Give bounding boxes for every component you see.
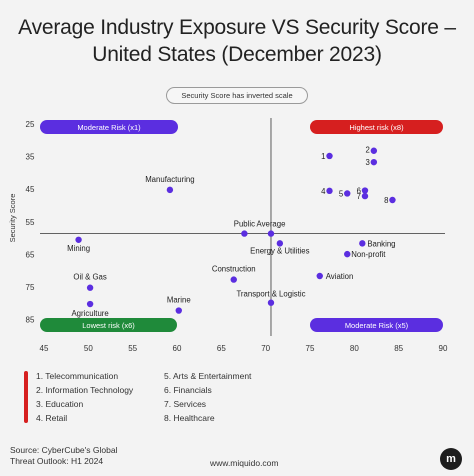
legend-item-5: 5. Arts & Entertainment: [164, 371, 252, 381]
data-point-label-20: Marine: [167, 296, 191, 305]
data-point-label-17: Oil & Gas: [73, 273, 106, 282]
x-tick-label-8: 85: [394, 344, 403, 353]
legend-item-4: 4. Retail: [36, 413, 68, 423]
data-point-label-14: Mining: [67, 244, 90, 253]
x-tick-label-2: 55: [128, 344, 137, 353]
y-tick-label-0: 25: [26, 120, 35, 129]
x-tick-label-6: 75: [306, 344, 315, 353]
data-point-label-18: Transport & Logistic: [236, 290, 305, 299]
data-point-16: [230, 276, 237, 283]
y-tick-label-5: 75: [26, 283, 35, 292]
data-point-15: [316, 272, 323, 280]
quadrant-badge-label-2: Highest risk (x8): [349, 123, 404, 132]
y-tick-label-2: 45: [26, 185, 35, 194]
data-point-1: [370, 147, 378, 154]
x-tick-label-1: 50: [84, 344, 93, 353]
data-point-label-8: Manufacturing: [145, 175, 194, 184]
legend-item-7: 7. Services: [164, 399, 207, 409]
quadrant-badge-label-1: Moderate Risk (x1): [77, 123, 141, 132]
logo-glyph: m: [446, 453, 456, 465]
x-tick-label-4: 65: [217, 344, 226, 353]
x-tick-label-0: 45: [40, 344, 49, 353]
quadrant-badge-2: [310, 120, 443, 134]
data-point-0: [326, 152, 333, 160]
data-point-2: [370, 158, 378, 166]
data-point-label-16: Construction: [212, 265, 256, 274]
x-tick-label-9: 90: [439, 344, 448, 353]
source-note: Source: CyberCube's Global Threat Outloo…: [10, 445, 117, 467]
legend-item-3: 3. Education: [36, 399, 84, 409]
legend-item-1: 1. Telecommunication: [36, 371, 119, 381]
data-point-label-13: Non-profit: [351, 250, 386, 259]
data-point-20: [175, 307, 182, 314]
y-tick-label-3: 55: [26, 218, 35, 227]
data-point-label-6: 7: [357, 192, 361, 201]
quadrant-badge-label-3: Lowest risk (x6): [82, 321, 135, 330]
data-point-5: [361, 187, 369, 194]
y-tick-label-4: 65: [26, 250, 35, 259]
y-axis-label: Security Score: [8, 194, 17, 243]
source-line-1: Source: CyberCube's Global: [10, 445, 118, 455]
data-point-13: [344, 250, 351, 258]
data-point-label-1: 2: [365, 146, 369, 155]
quadrant-badge-1: [40, 120, 178, 134]
chart-title-line-2: United States (December 2023): [92, 43, 382, 66]
data-point-17: [86, 284, 94, 291]
data-point-10: [267, 230, 275, 237]
data-point-label-5: 6: [357, 187, 361, 196]
website-url: www.miquido.com: [210, 458, 279, 468]
data-point-label-9: Public: [234, 220, 255, 229]
chart-title-line-1: Average Industry Exposure VS Security Sc…: [18, 16, 456, 39]
y-tick-label-6: 85: [26, 316, 35, 325]
data-point-12: [359, 240, 366, 247]
data-point-label-15: Aviation: [326, 272, 354, 281]
data-point-label-12: Banking: [367, 239, 395, 248]
data-point-label-2: 3: [365, 158, 369, 167]
quadrant-badge-label-4: Moderate Risk (x5): [345, 321, 409, 330]
data-point-11: [276, 240, 284, 247]
quadrant-badge-4: [310, 318, 443, 332]
data-point-label-0: 1: [321, 152, 325, 161]
data-point-label-4: 5: [339, 189, 344, 198]
data-point-4: [344, 190, 351, 197]
legend-accent-bar: [24, 371, 28, 423]
y-tick-label-1: 35: [26, 153, 35, 162]
data-point-label-7: 8: [384, 196, 388, 205]
data-point-18: [267, 299, 275, 306]
data-point-7: [389, 196, 396, 204]
legend-item-6: 6. Financials: [164, 385, 212, 395]
data-point-14: [75, 236, 82, 243]
data-point-8: [166, 186, 174, 194]
source-line-2: Threat Outlook: H1 2024: [10, 456, 104, 466]
data-point-label-3: 4: [321, 187, 326, 196]
quadrant-badge-3: [40, 318, 177, 332]
inverted-scale-note: Security Score has inverted scale: [166, 87, 308, 104]
chart-title: Average Industry Exposure VS Security Sc…: [0, 14, 474, 68]
data-point-label-19: Agriculture: [71, 309, 108, 318]
data-point-6: [361, 192, 369, 200]
data-point-label-11: Energy & Utilities: [250, 246, 309, 255]
data-point-3: [326, 187, 333, 195]
x-tick-label-5: 70: [261, 344, 270, 353]
x-tick-label-7: 80: [350, 344, 359, 353]
legend: 1. Telecommunication 2. Information Tech…: [24, 371, 324, 435]
data-point-9: [241, 230, 248, 237]
data-point-label-10: Average: [257, 220, 286, 229]
legend-item-2: 2. Information Technology: [36, 385, 134, 395]
data-point-19: [86, 300, 94, 308]
miquido-logo-icon: m: [440, 448, 462, 470]
x-tick-label-3: 60: [173, 344, 182, 353]
legend-item-8: 8. Healthcare: [164, 413, 215, 423]
